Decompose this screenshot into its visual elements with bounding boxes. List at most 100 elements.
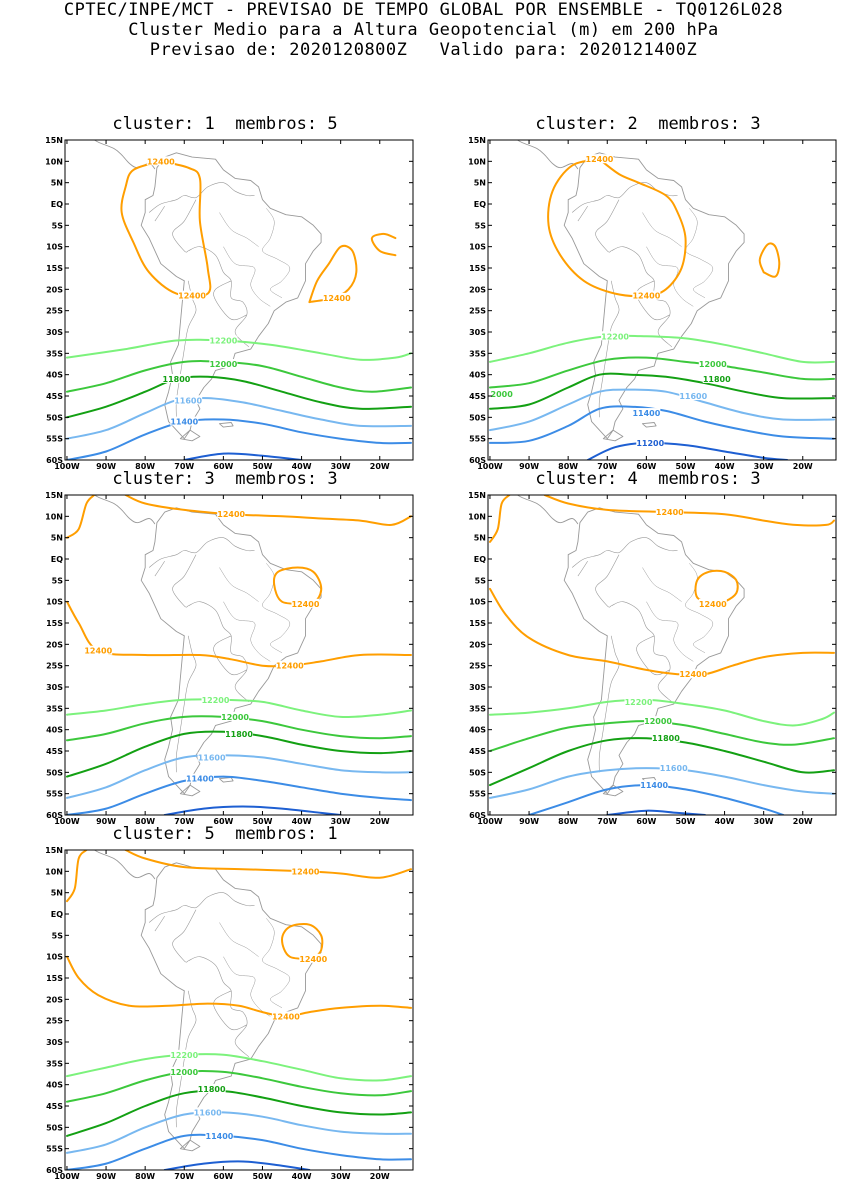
isoline-label: 12400 <box>699 600 727 609</box>
country-border <box>595 199 620 253</box>
cluster-panel-1: cluster: 1 membros: 5 12400 12400 12400 122… <box>35 114 415 471</box>
lon-tick-label: 50W <box>252 462 272 471</box>
lat-tick-label: EQ <box>474 555 486 564</box>
isoline-label-background <box>632 408 661 418</box>
country-border <box>172 199 197 253</box>
lon-tick-label: 100W <box>54 462 80 471</box>
lon-tick-label: 100W <box>54 1172 80 1179</box>
lat-tick-label: 60S <box>46 456 63 465</box>
lon-tick-label: 20W <box>793 817 813 826</box>
lat-tick-label: 15N <box>45 491 63 500</box>
lon-tick-label: 30W <box>754 462 774 471</box>
lat-tick-label: 10S <box>46 243 63 252</box>
lat-tick-label: EQ <box>51 200 63 209</box>
isoline-11600 <box>66 754 412 799</box>
isoline-label: 12400 <box>147 157 175 166</box>
lon-tick-label: 60W <box>213 817 233 826</box>
isoline-label: 11400 <box>206 1132 234 1141</box>
lon-tick-label: 50W <box>252 817 272 826</box>
lat-tick-label: 5N <box>474 534 486 543</box>
lon-tick-label: 80W <box>135 817 155 826</box>
isoline-label-background <box>221 711 250 721</box>
map-frame <box>64 494 414 816</box>
panel-title: cluster: 1 membros: 5 <box>112 114 338 134</box>
isoline-label-background <box>174 395 203 405</box>
lat-tick-label: 25S <box>46 1017 63 1026</box>
isoline-12400 <box>66 955 412 1018</box>
isoline-label: 12400 <box>586 155 614 164</box>
country-border <box>148 892 255 923</box>
isoline-12400 <box>124 495 412 526</box>
isoline-label: 12200 <box>601 332 629 341</box>
coastline <box>140 862 322 1150</box>
country-border <box>598 635 620 773</box>
lat-tick-label: 30S <box>469 683 486 692</box>
lat-tick-label: 45S <box>469 747 486 756</box>
panel-title: cluster: 3 membros: 3 <box>112 469 338 489</box>
lat-tick-label: 55S <box>46 1145 63 1154</box>
isoline-label: 11600 <box>198 753 226 762</box>
isoline-label-background <box>640 780 669 790</box>
isoline-12400 <box>489 495 511 543</box>
state-border <box>223 956 271 1017</box>
cluster-panel-2: cluster: 2 membros: 3 12400 12400 12200 120… <box>458 114 838 471</box>
country-border <box>188 601 250 703</box>
isoline-label-background <box>651 733 680 743</box>
country-border <box>172 909 197 963</box>
country-border <box>148 182 255 213</box>
country-border <box>154 915 165 932</box>
isoline-label: 2000 <box>491 390 514 399</box>
isoline-label-background <box>170 416 199 426</box>
lon-tick-label: 30W <box>331 1172 351 1179</box>
isoline-12400 <box>758 242 781 278</box>
cluster-panel-5: cluster: 5 membros: 1 12400 12400 12400 122… <box>35 824 415 1179</box>
country-border <box>188 246 250 348</box>
lat-tick-label: EQ <box>474 200 486 209</box>
lon-tick-label: 40W <box>715 817 735 826</box>
coastline <box>179 784 201 797</box>
isoline-label: 12200 <box>209 337 237 346</box>
country-border <box>611 246 673 348</box>
lat-tick-label: 25S <box>469 662 486 671</box>
lon-tick-label: 70W <box>174 1172 194 1179</box>
lat-tick-label: EQ <box>51 910 63 919</box>
lat-tick-label: 35S <box>469 349 486 358</box>
isoline-12200 <box>66 698 412 719</box>
isoline-11400 <box>66 418 412 460</box>
map-frame <box>64 139 414 461</box>
lon-tick-label: 30W <box>331 817 351 826</box>
isoline-label-background <box>178 290 207 300</box>
lat-tick-label: 60S <box>469 456 486 465</box>
isoline-12400 <box>66 495 96 539</box>
isoline-label: 12400 <box>276 662 304 671</box>
isoline-label-background <box>197 1083 226 1093</box>
isoline-label-background <box>490 388 514 398</box>
isoline-12400 <box>543 495 835 527</box>
lat-tick-label: 40S <box>46 371 63 380</box>
geopotential-map: 1240012400124001220012000118001160011400… <box>468 491 837 826</box>
country-border <box>213 635 247 676</box>
geopotential-map: 1240012400124001220012000118001160011400… <box>45 846 414 1179</box>
lon-tick-label: 80W <box>135 1172 155 1179</box>
isoline-label-background <box>632 290 661 300</box>
state-border <box>219 567 259 602</box>
isoline-label-background <box>170 1066 199 1076</box>
country-border <box>636 280 670 321</box>
lon-tick-label: 70W <box>597 817 617 826</box>
isoline-12000 <box>66 1069 412 1103</box>
lat-tick-label: 10N <box>468 512 486 521</box>
country-border <box>571 537 678 568</box>
isoline-11600 <box>66 396 412 440</box>
lat-tick-label: 30S <box>46 328 63 337</box>
lat-tick-label: 5N <box>51 179 63 188</box>
isoline-label: 12000 <box>170 1068 198 1077</box>
state-border <box>646 601 694 662</box>
isoline-label: 12400 <box>679 670 707 679</box>
isoline-12400 <box>120 160 212 298</box>
lat-tick-label: 40S <box>469 726 486 735</box>
country-border <box>213 990 247 1031</box>
isoline-label-background <box>299 953 328 963</box>
isoline-label: 12200 <box>170 1051 198 1060</box>
lon-tick-label: 100W <box>477 462 503 471</box>
isoline-label-background <box>275 660 304 670</box>
